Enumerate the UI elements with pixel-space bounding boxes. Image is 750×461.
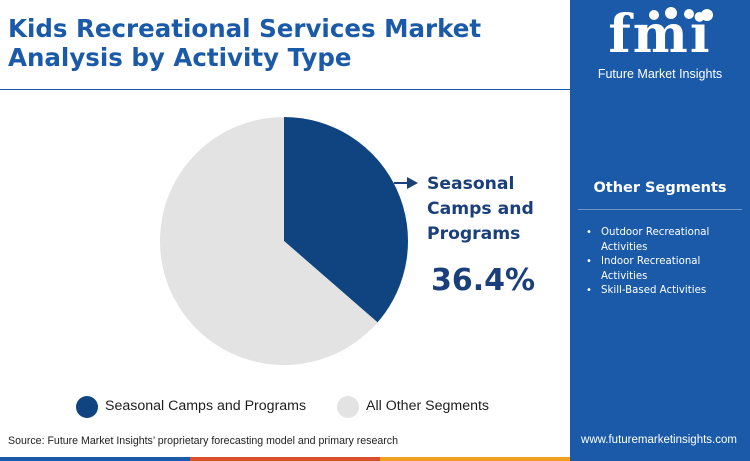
callout-value: 36.4% [431, 263, 536, 298]
callout-label: Seasonal Camps and Programs [427, 174, 534, 244]
bottom-color-bar [0, 457, 750, 461]
website-link[interactable]: www.futuremarketinsights.com [581, 434, 737, 446]
other-segments-title: Other Segments [593, 180, 727, 196]
source-note: Source: Future Market Insights’ propriet… [8, 435, 398, 447]
fmi-logo-icon [649, 7, 713, 21]
other-segment-item: Indoor Recreational Activities [586, 255, 736, 284]
legend-label: Seasonal Camps and Programs [105, 398, 307, 414]
page-title: Kids Recreational Services Market Analys… [8, 14, 482, 72]
legend-label: All Other Segments [366, 398, 490, 414]
pie-slice-seasonal-camps [284, 117, 408, 323]
pie-slice-all-other [159, 117, 378, 366]
title-divider [0, 89, 570, 90]
other-segment-item: Outdoor Recreational Activities [586, 226, 736, 255]
pie-chart [159, 117, 418, 366]
legend-swatch [76, 396, 98, 418]
other-segments-divider [578, 209, 742, 210]
logo-company-name: Future Market Insights [597, 67, 723, 81]
callout-arrow-icon [394, 177, 418, 189]
other-segment-item: Skill-Based Activities [586, 284, 736, 299]
logo-wordmark: fmi [608, 4, 712, 65]
other-segments-list: Outdoor Recreational Activities Indoor R… [586, 226, 736, 299]
legend-swatch [337, 396, 359, 418]
